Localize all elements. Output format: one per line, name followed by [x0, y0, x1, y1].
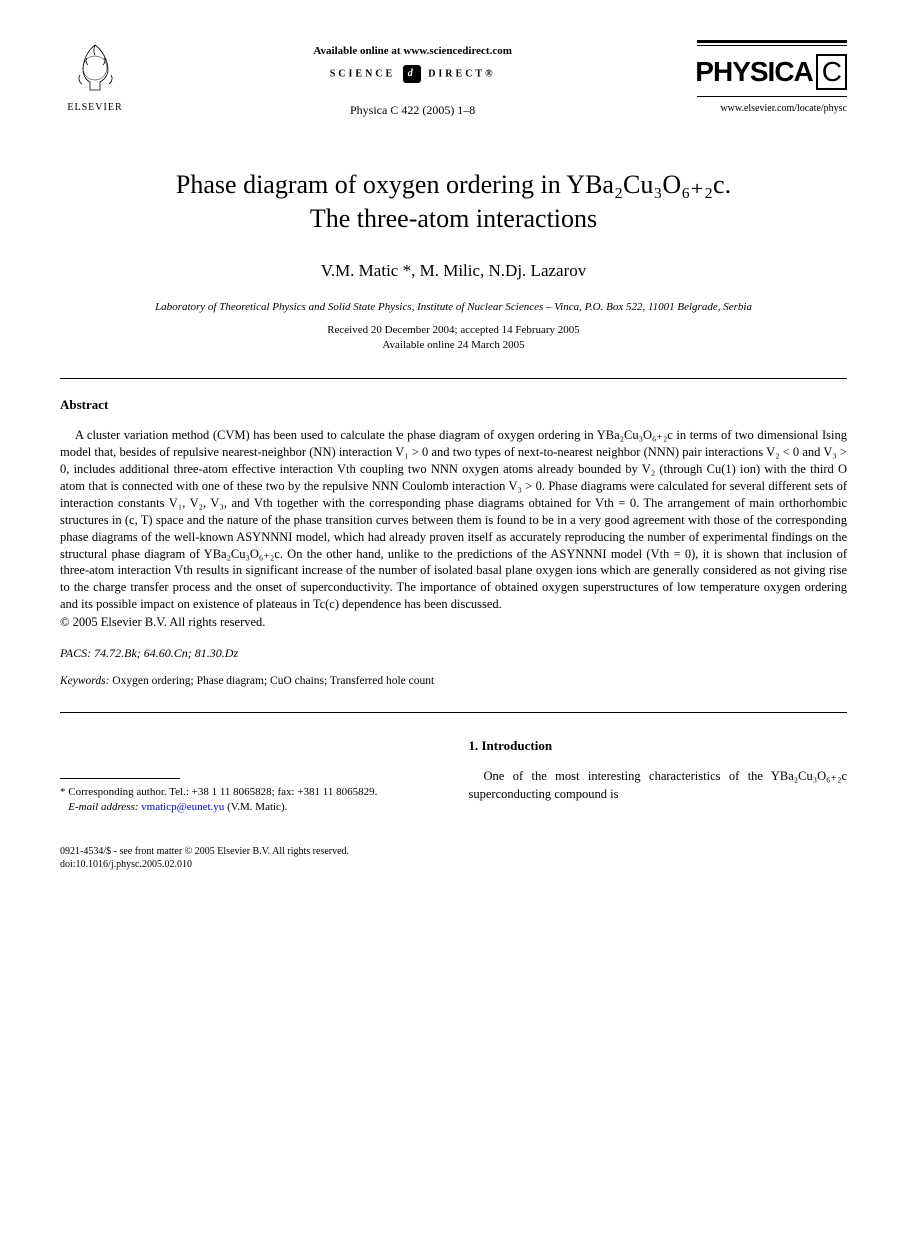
science-direct-logo: SCIENCE d DIRECT®: [130, 65, 695, 83]
journal-url: www.elsevier.com/locate/physc: [695, 103, 847, 114]
pacs-values: 74.72.Bk; 64.60.Cn; 81.30.Dz: [94, 646, 238, 660]
journal-reference: Physica C 422 (2005) 1–8: [130, 103, 695, 118]
pacs-label: PACS:: [60, 646, 91, 660]
sd-badge-icon: d: [403, 65, 421, 83]
physica-rule-top: [697, 40, 847, 46]
keywords-label: Keywords:: [60, 675, 109, 687]
physica-text: PHYSICA: [695, 56, 812, 87]
email-label: E-mail address:: [68, 801, 138, 813]
corresponding-author-footnote: * Corresponding author. Tel.: +38 1 11 8…: [60, 785, 439, 815]
available-online-text: Available online at www.sciencedirect.co…: [130, 45, 695, 57]
keywords-values: Oxygen ordering; Phase diagram; CuO chai…: [112, 675, 434, 687]
footnote-rule: [60, 778, 180, 779]
email-suffix: (V.M. Matic).: [227, 801, 287, 813]
two-column-region: * Corresponding author. Tel.: +38 1 11 8…: [60, 738, 847, 815]
keywords-line: Keywords: Oxygen ordering; Phase diagram…: [60, 675, 847, 687]
title-line-1: Phase diagram of oxygen ordering in YBa₂…: [176, 170, 731, 199]
dates-received: Received 20 December 2004; accepted 14 F…: [327, 324, 580, 336]
abstract-copyright: © 2005 Elsevier B.V. All rights reserved…: [60, 615, 847, 630]
authors-list: V.M. Matic *, M. Milic, N.Dj. Lazarov: [60, 261, 847, 281]
footer-copyright: 0921-4534/$ - see front matter © 2005 El…: [60, 845, 847, 858]
publication-dates: Received 20 December 2004; accepted 14 F…: [60, 323, 847, 354]
left-column: * Corresponding author. Tel.: +38 1 11 8…: [60, 738, 439, 815]
divider-bottom: [60, 712, 847, 713]
elsevier-label: ELSEVIER: [60, 102, 130, 113]
abstract-body: A cluster variation method (CVM) has bee…: [60, 427, 847, 613]
elsevier-tree-icon: [68, 40, 123, 95]
page-header: ELSEVIER Available online at www.science…: [60, 40, 847, 118]
page-footer: 0921-4534/$ - see front matter © 2005 El…: [60, 845, 847, 871]
right-column: 1. Introduction One of the most interest…: [469, 738, 848, 815]
physica-rule-bottom: [697, 96, 847, 97]
pacs-line: PACS: 74.72.Bk; 64.60.Cn; 81.30.Dz: [60, 646, 847, 661]
sd-left: SCIENCE: [330, 68, 395, 79]
email-link[interactable]: vmaticp@eunet.yu: [141, 801, 224, 813]
physica-c-box: C: [816, 54, 847, 90]
footer-doi: doi:10.1016/j.physc.2005.02.010: [60, 858, 847, 871]
physica-logo-box: PHYSICAC www.elsevier.com/locate/physc: [695, 40, 847, 114]
elsevier-logo: ELSEVIER: [60, 40, 130, 113]
sd-right: DIRECT®: [428, 68, 495, 79]
affiliation: Laboratory of Theoretical Physics and So…: [60, 301, 847, 313]
footnote-tel-fax: * Corresponding author. Tel.: +38 1 11 8…: [60, 785, 439, 800]
footnote-email-line: E-mail address: vmaticp@eunet.yu (V.M. M…: [60, 800, 439, 815]
physica-logo: PHYSICAC: [695, 54, 847, 90]
paper-title: Phase diagram of oxygen ordering in YBa₂…: [60, 168, 847, 236]
intro-paragraph: One of the most interesting characterist…: [469, 768, 848, 803]
divider-top: [60, 378, 847, 379]
abstract-heading: Abstract: [60, 397, 847, 413]
intro-heading: 1. Introduction: [469, 738, 848, 754]
center-header: Available online at www.sciencedirect.co…: [130, 40, 695, 118]
title-line-2: The three-atom interactions: [310, 204, 597, 233]
dates-online: Available online 24 March 2005: [382, 339, 524, 351]
